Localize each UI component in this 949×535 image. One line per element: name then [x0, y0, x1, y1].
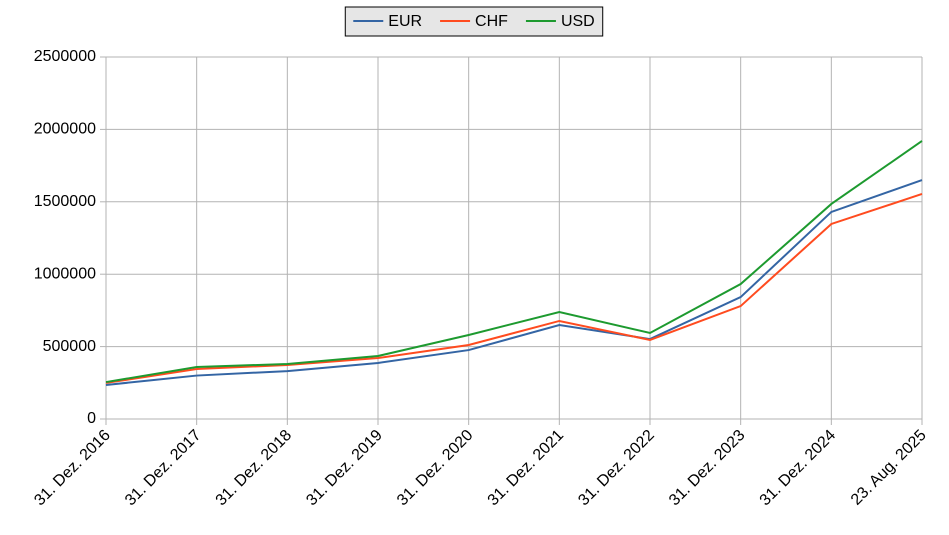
x-tick-label: 31. Dez. 2017	[122, 427, 205, 510]
x-tick-label: 31. Dez. 2023	[666, 427, 749, 510]
series-line	[105, 140, 923, 384]
x-tick-label: 31. Dez. 2016	[31, 427, 114, 510]
x-tick-label: 31. Dez. 2021	[485, 427, 568, 510]
y-tick-label: 2500000	[34, 48, 96, 65]
y-tick-label: 2000000	[34, 121, 96, 138]
legend-box	[344, 6, 604, 37]
legend: EUR CHF USD	[344, 6, 604, 37]
y-tick-label: 500000	[43, 338, 96, 355]
x-tick-label: 31. Dez. 2019	[303, 427, 386, 510]
x-tick-label: 31. Dez. 2018	[213, 427, 296, 510]
x-tick-label: 31. Dez. 2020	[394, 427, 477, 510]
y-tick-label: 1000000	[34, 265, 96, 282]
x-tick-label: 31. Dez. 2024	[757, 427, 840, 510]
legend-label: EUR	[388, 13, 422, 30]
series-line	[105, 179, 923, 386]
legend-label: CHF	[475, 13, 508, 30]
x-tick-label: 23. Aug. 2025	[848, 427, 930, 509]
y-tick-label: 1500000	[34, 193, 96, 210]
y-tick-label: 0	[87, 410, 96, 427]
x-tick-label: 31. Dez. 2022	[575, 427, 658, 510]
legend-label: USD	[561, 13, 595, 30]
series-line	[105, 193, 923, 384]
